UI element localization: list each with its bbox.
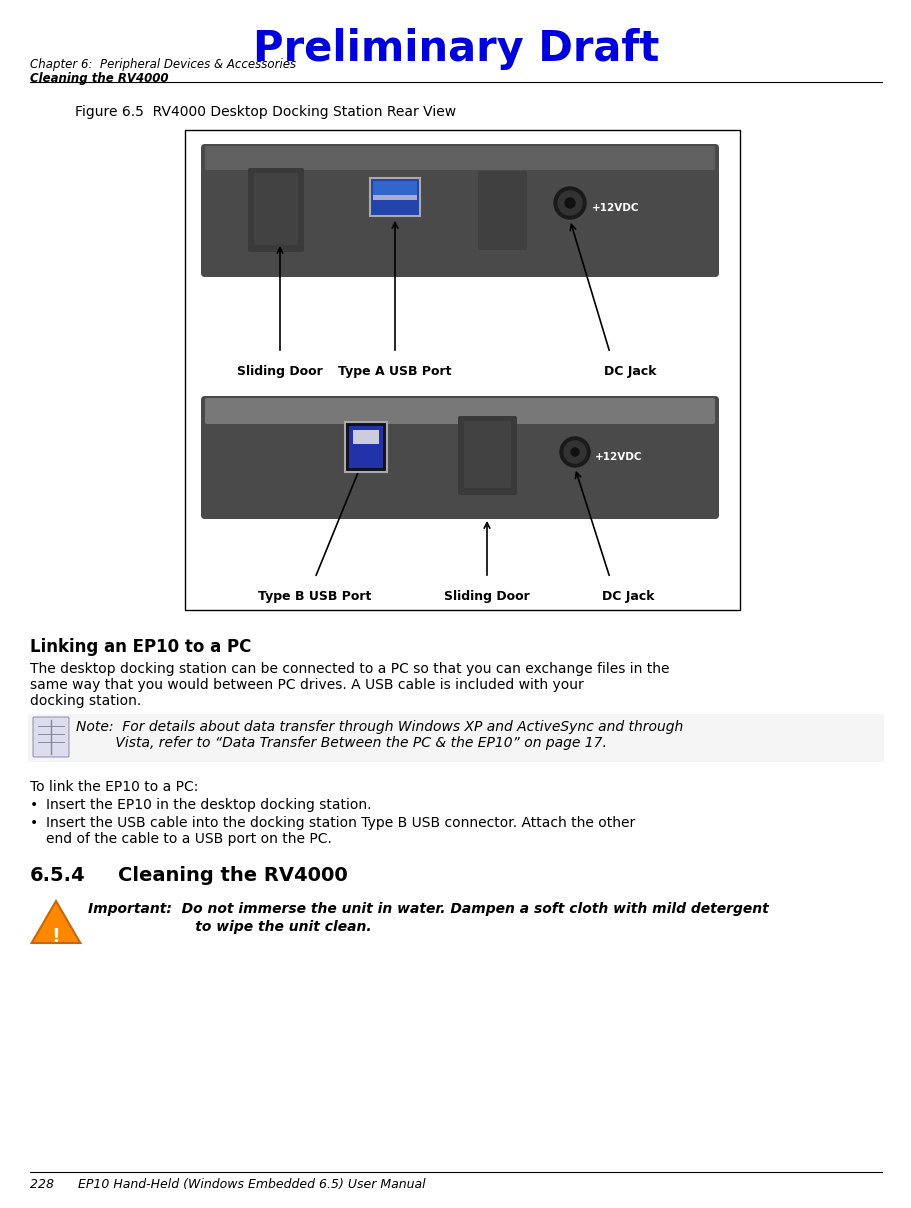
Text: To link the EP10 to a PC:: To link the EP10 to a PC: (30, 780, 199, 794)
FancyBboxPatch shape (457, 416, 517, 495)
Text: DC Jack: DC Jack (601, 590, 653, 603)
Text: Note:  For details about data transfer through Windows XP and ActiveSync and thr: Note: For details about data transfer th… (76, 720, 682, 734)
Bar (373, 194, 416, 201)
Text: Linking an EP10 to a PC: Linking an EP10 to a PC (30, 638, 251, 656)
Polygon shape (32, 901, 80, 943)
Text: •: • (30, 815, 38, 830)
Text: Type A USB Port: Type A USB Port (338, 365, 451, 378)
Text: end of the cable to a USB port on the PC.: end of the cable to a USB port on the PC… (46, 832, 332, 846)
FancyBboxPatch shape (33, 718, 69, 757)
Text: Figure 6.5  RV4000 Desktop Docking Station Rear View: Figure 6.5 RV4000 Desktop Docking Statio… (75, 105, 456, 120)
Text: +12VDC: +12VDC (591, 203, 639, 213)
Text: Vista, refer to “Data Transfer Between the PC & the EP10” on page 17.: Vista, refer to “Data Transfer Between t… (76, 736, 606, 750)
Bar (28, 714, 883, 762)
FancyBboxPatch shape (464, 422, 510, 488)
Text: Chapter 6:  Peripheral Devices & Accessories: Chapter 6: Peripheral Devices & Accessor… (30, 58, 296, 71)
Bar (353, 430, 379, 445)
Text: •: • (30, 798, 38, 812)
Bar (344, 422, 386, 472)
Text: 6.5.4: 6.5.4 (30, 866, 86, 885)
Circle shape (559, 437, 589, 467)
Circle shape (565, 198, 574, 208)
Circle shape (558, 191, 581, 215)
Text: Important:  Do not immerse the unit in water. Dampen a soft cloth with mild dete: Important: Do not immerse the unit in wa… (87, 902, 768, 916)
FancyBboxPatch shape (254, 173, 298, 245)
FancyBboxPatch shape (200, 396, 718, 519)
Text: Sliding Door: Sliding Door (237, 365, 322, 378)
Circle shape (570, 448, 578, 455)
Text: docking station.: docking station. (30, 695, 141, 708)
Bar (349, 426, 383, 467)
Text: The desktop docking station can be connected to a PC so that you can exchange fi: The desktop docking station can be conne… (30, 662, 669, 676)
Text: Insert the USB cable into the docking station Type B USB connector. Attach the o: Insert the USB cable into the docking st… (46, 815, 635, 830)
FancyBboxPatch shape (477, 172, 527, 250)
Text: Insert the EP10 in the desktop docking station.: Insert the EP10 in the desktop docking s… (46, 798, 371, 812)
Text: Cleaning the RV4000: Cleaning the RV4000 (118, 866, 347, 885)
Bar (185, 130, 739, 610)
Text: Sliding Door: Sliding Door (444, 590, 529, 603)
FancyBboxPatch shape (205, 146, 714, 170)
Text: Cleaning the RV4000: Cleaning the RV4000 (30, 72, 169, 85)
Bar (373, 181, 416, 194)
Text: !: ! (52, 928, 60, 947)
FancyBboxPatch shape (200, 144, 718, 277)
Text: 228      EP10 Hand-Held (Windows Embedded 6.5) User Manual: 228 EP10 Hand-Held (Windows Embedded 6.5… (30, 1178, 425, 1191)
Text: DC Jack: DC Jack (603, 365, 656, 378)
Text: to wipe the unit clean.: to wipe the unit clean. (87, 920, 371, 934)
Text: +12VDC: +12VDC (594, 452, 641, 461)
Text: Type B USB Port: Type B USB Port (258, 590, 372, 603)
FancyBboxPatch shape (248, 168, 303, 252)
Text: same way that you would between PC drives. A USB cable is included with your: same way that you would between PC drive… (30, 678, 583, 692)
FancyBboxPatch shape (205, 397, 714, 424)
Bar (370, 178, 420, 216)
Circle shape (563, 441, 586, 463)
Text: Preliminary Draft: Preliminary Draft (252, 28, 659, 70)
Circle shape (553, 187, 586, 219)
